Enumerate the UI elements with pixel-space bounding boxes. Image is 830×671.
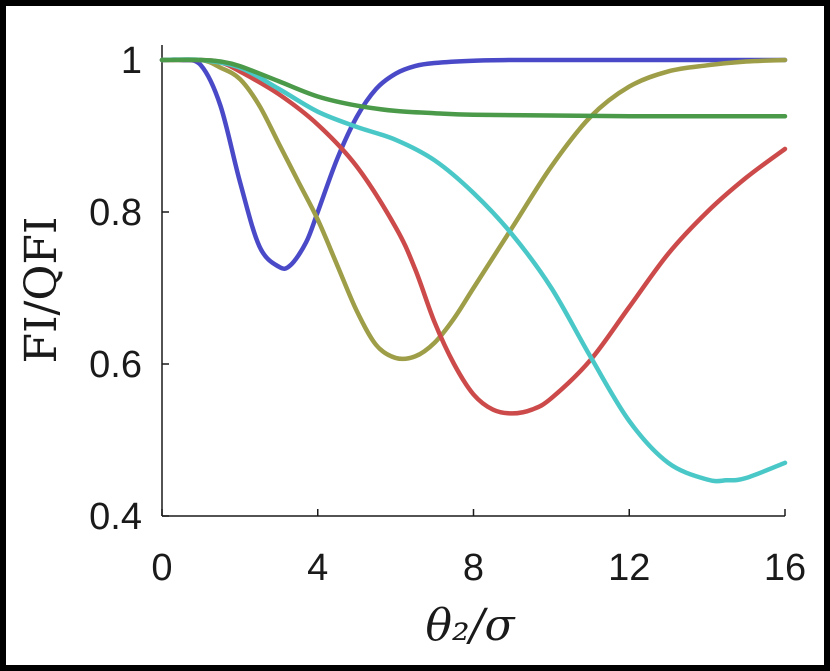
y-tick-label: 0.4 [89, 496, 142, 538]
y-tick-label: 0.8 [89, 192, 142, 234]
series-line-5 [159, 57, 788, 119]
series-line-3 [159, 57, 788, 416]
x-tick-label: 4 [307, 547, 328, 589]
series-line-2 [159, 57, 788, 362]
series-lines [159, 57, 788, 484]
x-tick-label: 12 [608, 547, 650, 589]
y-axis-label: FI/QFI [16, 217, 67, 364]
x-tick-label: 16 [764, 547, 806, 589]
ticks [161, 59, 786, 517]
x-axis-label: θ₂/σ [426, 600, 517, 651]
series-line-1 [159, 57, 788, 271]
y-tick-label: 0.6 [89, 344, 142, 386]
tick-labels: 0 4 8 12 16 0.4 0.6 0.8 1 [89, 40, 806, 589]
x-tick-label: 8 [463, 547, 484, 589]
y-tick-label: 1 [121, 40, 142, 82]
x-tick-label: 0 [151, 547, 172, 589]
series-line-4 [159, 57, 788, 484]
